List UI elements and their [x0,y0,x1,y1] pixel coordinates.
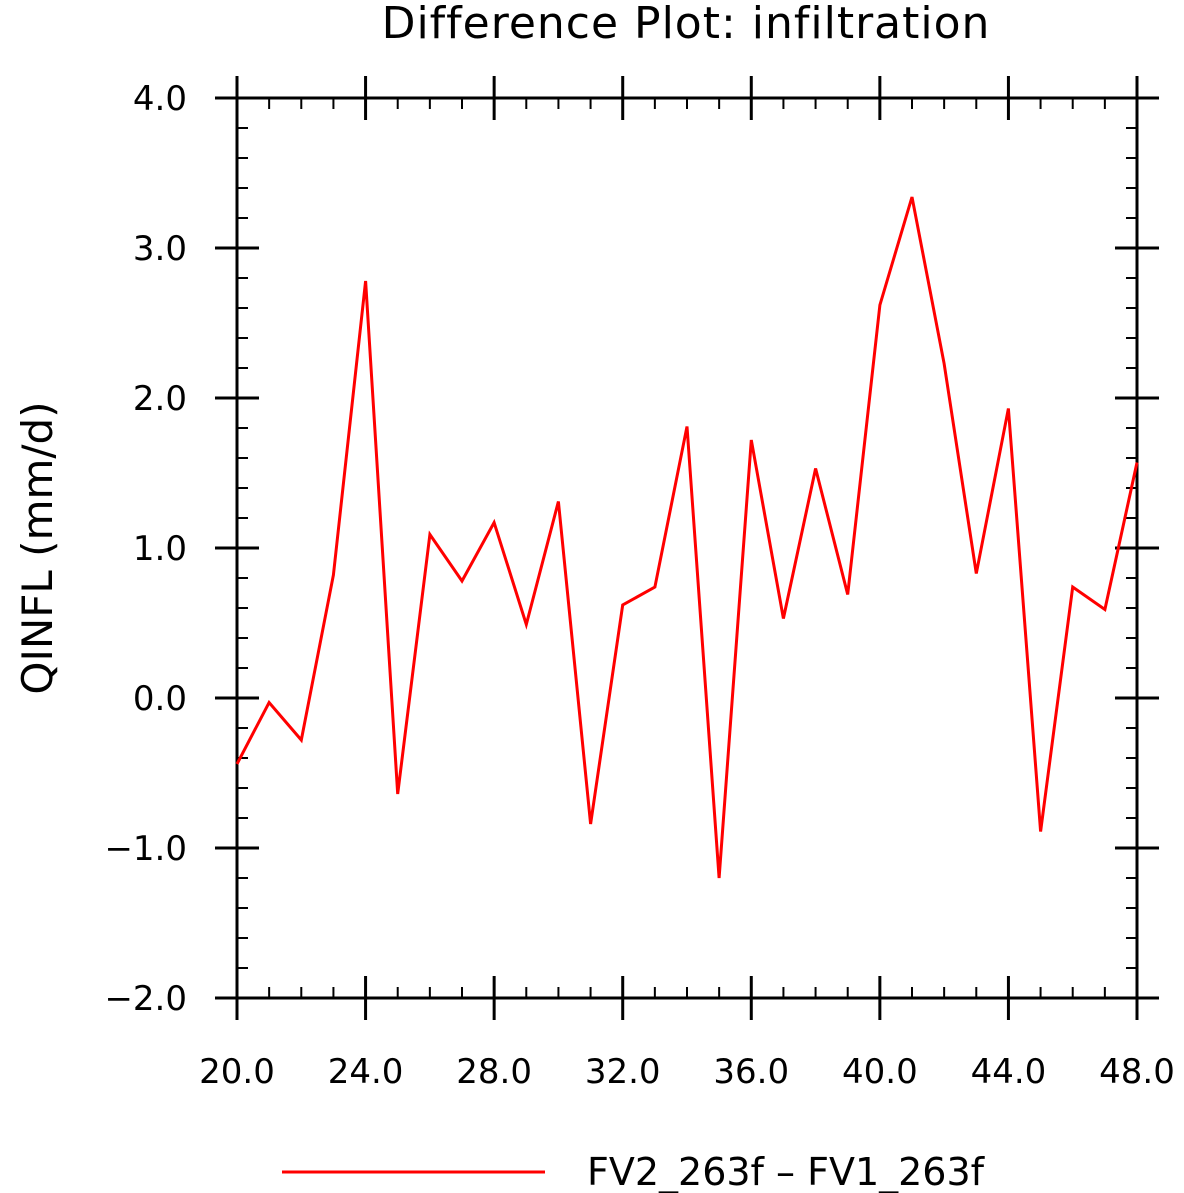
y-tick-label: 3.0 [133,229,187,269]
y-tick-label: 0.0 [133,679,187,719]
x-tick-label: 36.0 [713,1052,789,1092]
x-tick-labels: 20.0 24.0 28.0 32.0 36.0 40.0 44.0 48.0 [199,1052,1175,1092]
x-tick-label: 40.0 [842,1052,918,1092]
chart-title: Difference Plot: infiltration [382,0,991,49]
y-axis-label: QINFL (mm/d) [13,401,62,694]
y-tick-label: 2.0 [133,379,187,419]
x-tick-label: 28.0 [456,1052,532,1092]
series-group [235,196,1139,879]
plot-frame [235,96,1139,1000]
y-tick-label: −1.0 [104,829,187,869]
minor-ticks [237,98,1137,998]
legend: FV2_263f – FV1_263f [282,1150,986,1193]
y-tick-label: 1.0 [133,529,187,569]
x-tick-label: 32.0 [585,1052,661,1092]
y-tick-labels: −2.0 −1.0 0.0 1.0 2.0 3.0 4.0 [104,79,187,1019]
y-tick-label: −2.0 [104,979,187,1019]
series-line [235,196,1139,879]
x-tick-label: 44.0 [971,1052,1047,1092]
major-ticks [215,76,1159,1020]
legend-entry-label: FV2_263f – FV1_263f [587,1150,986,1193]
x-tick-label: 20.0 [199,1052,275,1092]
x-tick-label: 24.0 [328,1052,404,1092]
x-tick-label: 48.0 [1099,1052,1175,1092]
y-tick-label: 4.0 [133,79,187,119]
